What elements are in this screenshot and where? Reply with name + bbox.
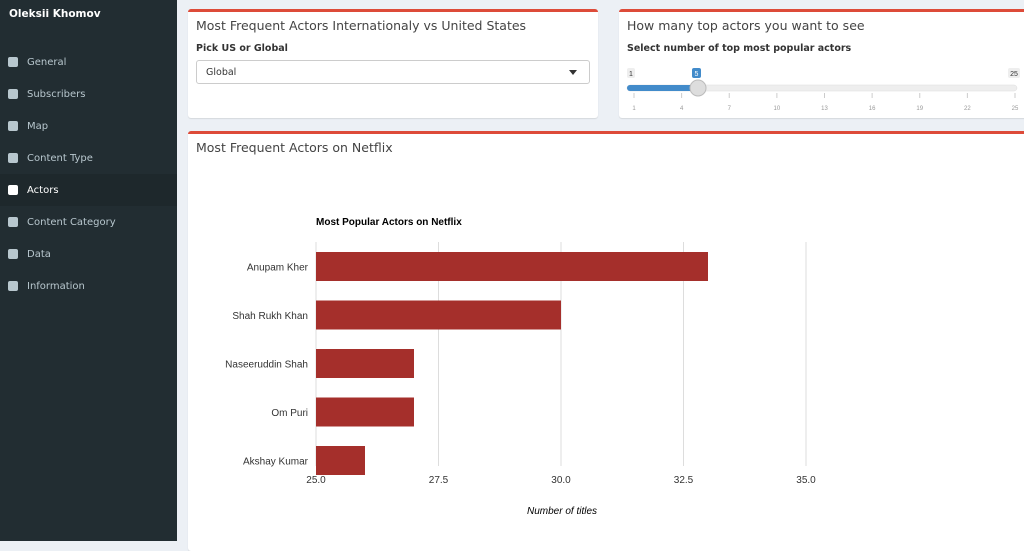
- sidebar-item-label: Subscribers: [27, 88, 86, 100]
- x-axis-label: Number of titles: [527, 506, 597, 517]
- id-card-icon: [8, 185, 18, 195]
- y-tick-label: Naseeruddin Shah: [225, 360, 308, 371]
- desktop-icon: [8, 153, 18, 163]
- bar: [316, 446, 365, 475]
- slider-tick-label: 25: [1012, 106, 1019, 112]
- region-select[interactable]: Global: [196, 60, 590, 84]
- slider-label: Select number of top most popular actors: [627, 43, 852, 54]
- sidebar-item-label: Actors: [27, 184, 59, 196]
- region-select-value: Global: [206, 67, 237, 78]
- sidebar-item-label: Map: [27, 120, 49, 132]
- sidebar-item-label: Data: [27, 248, 51, 260]
- slider-box-title: How many top actors you want to see: [627, 18, 865, 33]
- filter-box: Most Frequent Actors Internationaly vs U…: [188, 9, 598, 118]
- actors-bar-chart: Most Popular Actors on Netflix Number of…: [225, 217, 816, 517]
- y-tick-label: Shah Rukh Khan: [232, 311, 308, 322]
- slider-handle[interactable]: [689, 79, 707, 97]
- x-tick-label: 27.5: [429, 475, 449, 486]
- globe-icon: [8, 121, 18, 131]
- chart-box-title: Most Frequent Actors on Netflix: [196, 140, 393, 155]
- bar: [316, 300, 561, 330]
- slider-min-label: 1: [629, 71, 633, 78]
- x-tick-label: 32.5: [674, 475, 694, 486]
- chart-title: Most Popular Actors on Netflix: [316, 217, 462, 228]
- users-icon: [8, 89, 18, 99]
- top-n-slider[interactable]: 1 25 5 1 4 7 10 13 16 19 22 25: [619, 66, 1024, 116]
- slider-tick-label: 19: [916, 106, 923, 112]
- bar: [316, 397, 414, 427]
- y-tick-label: Akshay Kumar: [243, 457, 309, 468]
- x-tick-label: 25.0: [306, 475, 326, 486]
- book-icon: [8, 281, 18, 291]
- slider-box: How many top actors you want to see Sele…: [619, 9, 1024, 118]
- sidebar-item-content-type[interactable]: Content Type: [0, 142, 177, 174]
- slider-tick-label: 7: [728, 106, 732, 112]
- sidebar-item-label: Content Category: [27, 216, 116, 228]
- y-tick-label: Anupam Kher: [247, 263, 309, 274]
- slider-tick-label: 13: [821, 106, 828, 112]
- file-icon: [8, 57, 18, 67]
- sidebar-item-content-category[interactable]: Content Category: [0, 206, 177, 238]
- slider-tick-label: 4: [680, 106, 684, 112]
- x-tick-label: 35.0: [796, 475, 816, 486]
- chart-box: Most Frequent Actors on Netflix Most Pop…: [188, 131, 1024, 551]
- sidebar-item-map[interactable]: Map: [0, 110, 177, 142]
- sidebar: Oleksii Khomov General Subscribers Map Cont…: [0, 0, 177, 541]
- filter-box-title: Most Frequent Actors Internationaly vs U…: [196, 18, 527, 33]
- y-tick-label: Om Puri: [271, 408, 308, 419]
- slider-tick-label: 1: [632, 106, 636, 112]
- slider-max-label: 25: [1010, 71, 1018, 78]
- sidebar-item-data[interactable]: Data: [0, 238, 177, 270]
- sidebar-item-label: Content Type: [27, 152, 93, 164]
- sidebar-item-general[interactable]: General: [0, 46, 177, 78]
- bar: [316, 349, 414, 378]
- chevron-down-icon: [569, 70, 577, 75]
- bar: [316, 252, 708, 281]
- slider-tick-label: 10: [774, 106, 781, 112]
- sidebar-item-subscribers[interactable]: Subscribers: [0, 78, 177, 110]
- database-icon: [8, 249, 18, 259]
- sidebar-item-information[interactable]: Information: [0, 270, 177, 302]
- slider-value-label: 5: [695, 71, 699, 78]
- sidebar-item-actors[interactable]: Actors: [0, 174, 177, 206]
- filter-label: Pick US or Global: [196, 43, 288, 54]
- app-title: Oleksii Khomov: [9, 8, 101, 20]
- slider-tick-label: 22: [964, 106, 971, 112]
- video-icon: [8, 217, 18, 227]
- slider-tick-label: 16: [869, 106, 876, 112]
- sidebar-item-label: General: [27, 56, 67, 68]
- sidebar-item-label: Information: [27, 280, 85, 292]
- x-tick-label: 30.0: [551, 475, 571, 486]
